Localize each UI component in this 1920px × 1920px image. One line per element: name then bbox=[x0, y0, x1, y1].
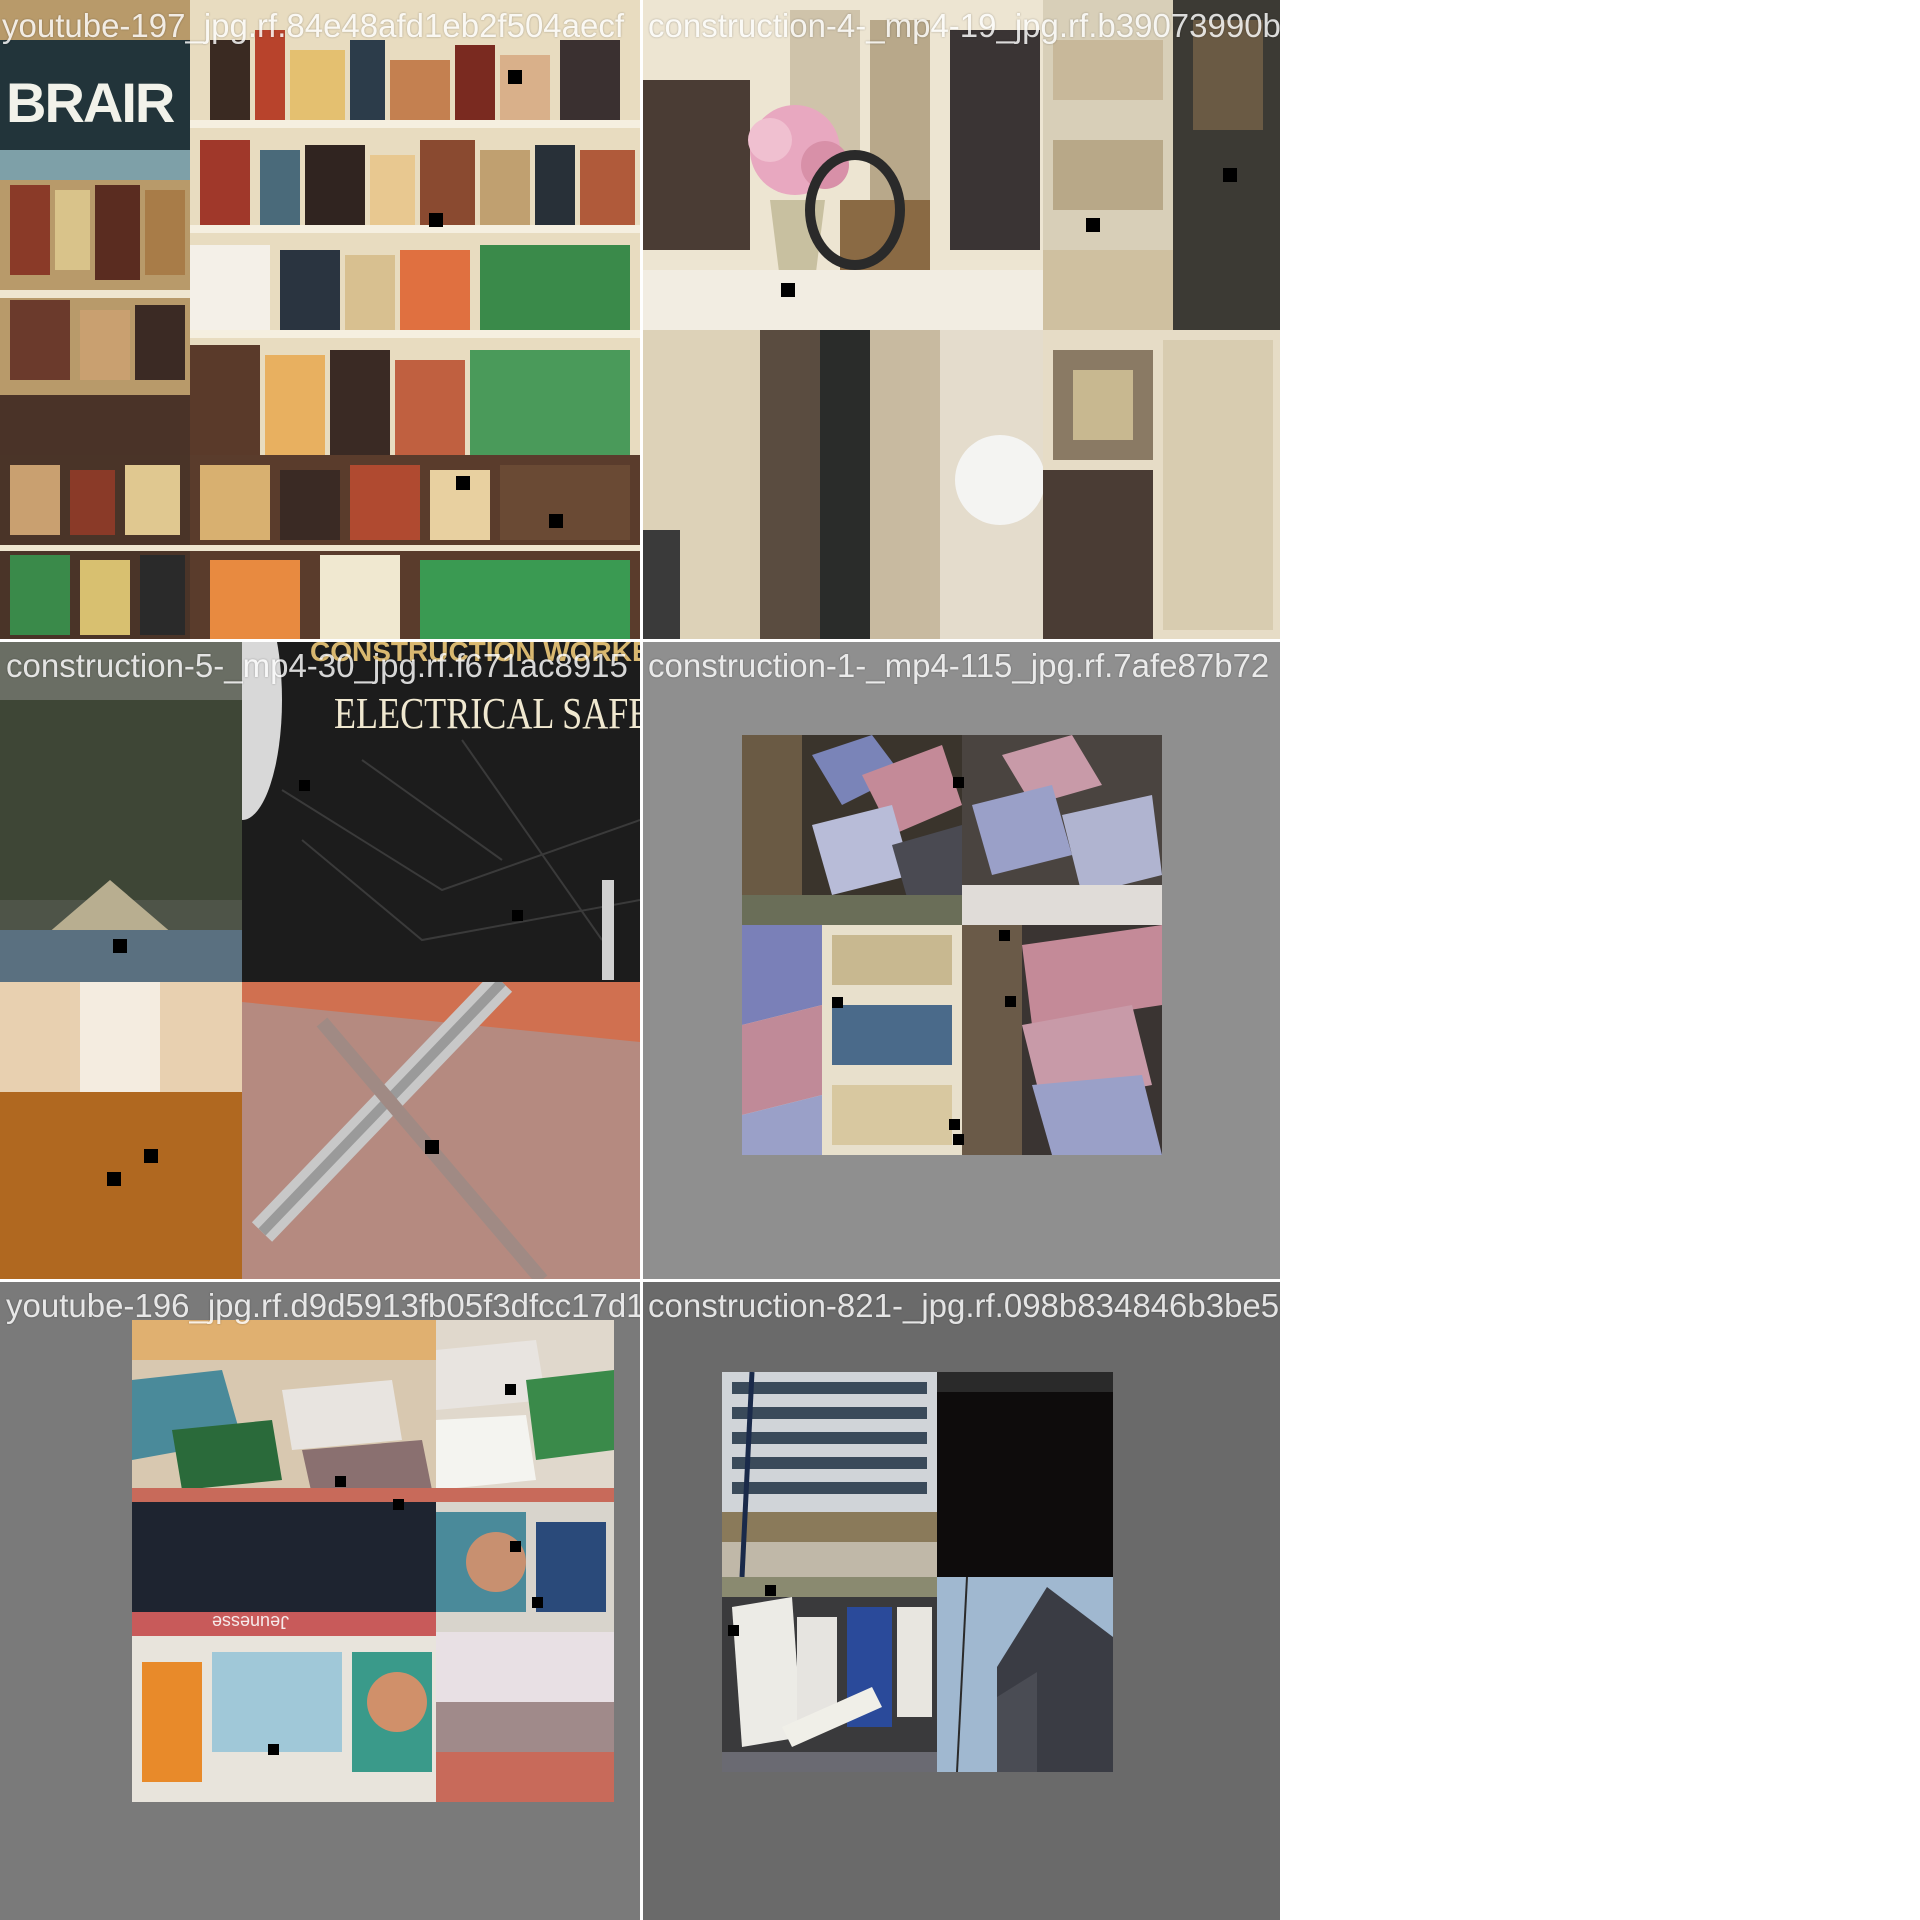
photo-electrical-safety-poster: CONSTRUCTION WORKERS ELECTRICAL SAFETY bbox=[242, 640, 640, 982]
black-square-marker bbox=[832, 997, 843, 1008]
photo-bookshelf-lower-right bbox=[190, 455, 640, 640]
black-square-marker bbox=[144, 1149, 158, 1163]
photo-folded-clothes-2 bbox=[962, 735, 1162, 925]
photo-magazine-rack bbox=[436, 1502, 614, 1802]
mosaic-tile-1: BRAIR bbox=[0, 0, 640, 640]
grid-divider-vertical bbox=[640, 0, 643, 1920]
black-square-marker bbox=[781, 283, 795, 297]
tile-label: construction-5-_mp4-30_jpg.rf.f671ac8915 bbox=[6, 647, 628, 684]
black-square-marker bbox=[532, 1597, 543, 1608]
black-square-marker bbox=[393, 1499, 404, 1510]
black-square-marker bbox=[299, 780, 310, 791]
black-square-marker bbox=[949, 1119, 960, 1130]
black-square-marker bbox=[505, 1384, 516, 1395]
black-square-marker bbox=[765, 1585, 776, 1596]
photo-storefront-books: BRAIR bbox=[0, 0, 190, 455]
black-square-marker bbox=[549, 514, 563, 528]
black-square-marker bbox=[953, 777, 964, 788]
photo-scaffold-pipes bbox=[242, 982, 640, 1280]
tile-label: construction-4-_mp4-19_jpg.rf.b39073990b bbox=[648, 7, 1280, 44]
photo-folded-clothes-1 bbox=[742, 735, 962, 925]
photo-book-table-2 bbox=[436, 1320, 614, 1502]
photo-bookstore-aisle-right bbox=[1043, 0, 1280, 330]
tile-label: construction-1-_mp4-115_jpg.rf.7afe87b72 bbox=[648, 647, 1270, 684]
photo-wooded-hillside bbox=[0, 640, 242, 982]
black-square-marker bbox=[1005, 996, 1016, 1007]
black-square-marker bbox=[510, 1541, 521, 1552]
photo-jeunesse-shelf: Jeunesse bbox=[132, 1502, 436, 1802]
shelf-sign: Jeunesse bbox=[212, 1612, 290, 1632]
black-square-marker bbox=[1223, 168, 1237, 182]
tile-label: construction-821-_jpg.rf.098b834846b3be5 bbox=[648, 1287, 1280, 1324]
photo-house-sky bbox=[937, 1577, 1113, 1772]
black-square-marker bbox=[107, 1172, 121, 1186]
photo-folded-clothes-4 bbox=[962, 925, 1162, 1155]
photo-book-table-1 bbox=[132, 1320, 436, 1502]
tile-label: youtube-197_jpg.rf.84e48afd1eb2f504aecf bbox=[2, 7, 625, 44]
mosaic-tile-2: construction-4-_mp4-19_jpg.rf.b39073990b bbox=[640, 0, 1280, 640]
photo-room-doorway bbox=[0, 982, 242, 1280]
photo-paint-supplies bbox=[722, 1577, 937, 1772]
black-square-marker bbox=[456, 476, 470, 490]
store-sign: BRAIR bbox=[6, 71, 175, 134]
mosaic-tile-3: CONSTRUCTION WORKERS ELECTRICAL SAFETY c… bbox=[0, 640, 640, 1280]
black-square-marker bbox=[999, 930, 1010, 941]
mosaic-tile-6: construction-821-_jpg.rf.098b834846b3be5 bbox=[640, 1280, 1280, 1920]
poster-header: CONSTRUCTION WORKERS bbox=[310, 640, 640, 667]
photo-office-building bbox=[722, 1372, 937, 1577]
black-square-marker bbox=[508, 70, 522, 84]
grid-divider-horizontal bbox=[0, 639, 1280, 642]
photo-bookstore-flowers bbox=[640, 0, 1043, 330]
poster-title: ELECTRICAL SAFETY bbox=[334, 689, 640, 738]
photo-folded-clothes-3 bbox=[742, 925, 962, 1155]
mosaic-tile-5: Jeunesse youtube-196_jpg.rf.d9d5913fb05f… bbox=[0, 1280, 640, 1920]
photo-bookshelf-wall bbox=[190, 0, 640, 455]
mosaic-tile-4: construction-1-_mp4-115_jpg.rf.7afe87b72 bbox=[640, 640, 1280, 1280]
black-square-marker bbox=[268, 1744, 279, 1755]
black-square-marker bbox=[512, 910, 523, 921]
black-square-marker bbox=[429, 213, 443, 227]
black-square-marker bbox=[113, 939, 127, 953]
tile-label: youtube-196_jpg.rf.d9d5913fb05f3dfcc17d1 bbox=[6, 1287, 640, 1324]
black-square-marker bbox=[728, 1625, 739, 1636]
photo-bookstore-hallway bbox=[640, 330, 1043, 640]
black-square-marker bbox=[953, 1134, 964, 1145]
photo-dark-interior bbox=[937, 1372, 1113, 1577]
black-square-marker bbox=[335, 1476, 346, 1487]
black-square-marker bbox=[425, 1140, 439, 1154]
black-square-marker bbox=[1086, 218, 1100, 232]
photo-bookshelf-lower-left bbox=[0, 455, 190, 640]
photo-bookstore-framed-shelf bbox=[1043, 330, 1280, 640]
grid-divider-horizontal bbox=[0, 1279, 1280, 1282]
